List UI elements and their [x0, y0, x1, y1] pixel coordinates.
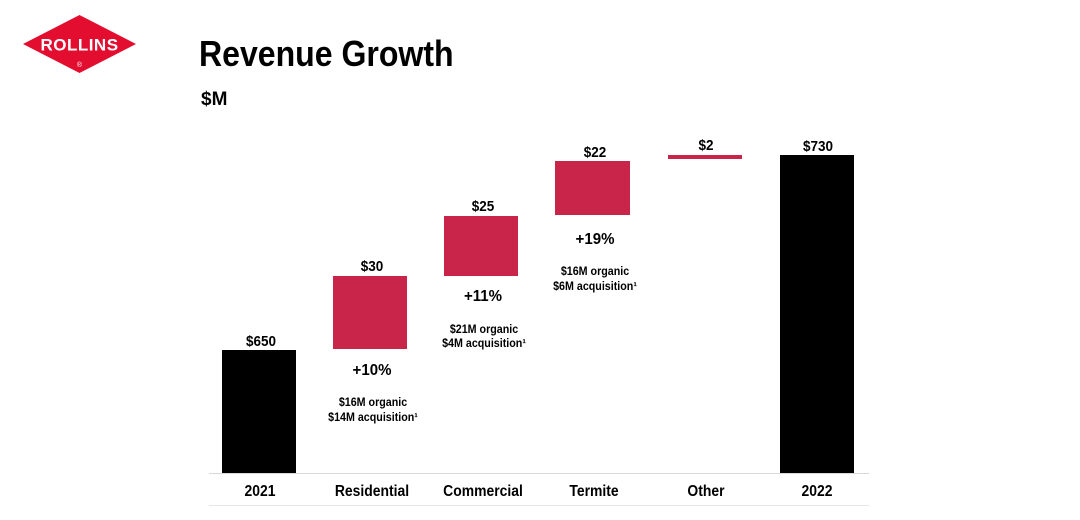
svg-text:®: ®: [77, 61, 83, 69]
svg-text:ROLLINS: ROLLINS: [40, 36, 118, 55]
